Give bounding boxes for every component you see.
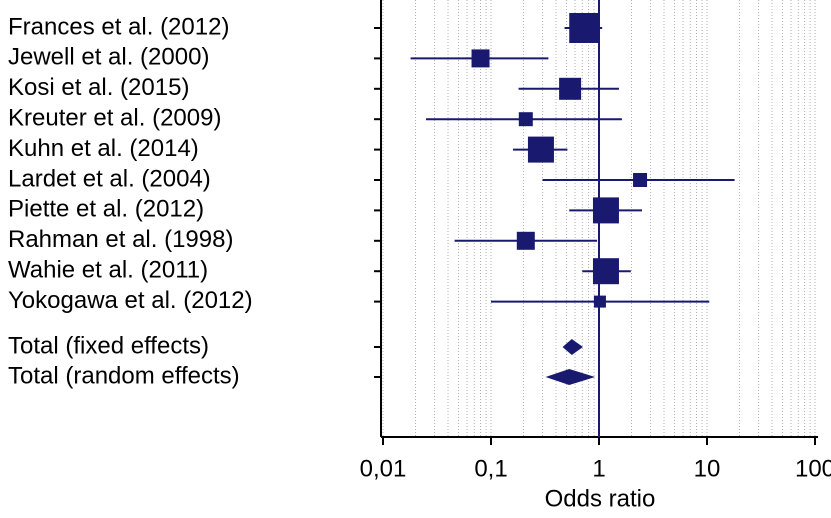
pooled-label: Total (random effects): [8, 362, 240, 389]
study-label: Kuhn et al. (2014): [8, 135, 199, 162]
effect-box: [569, 13, 600, 43]
effect-box: [559, 77, 582, 100]
study-label: Kreuter et al. (2009): [8, 105, 221, 132]
study-label: Lardet et al. (2004): [8, 165, 211, 192]
effect-box: [518, 112, 533, 127]
x-tick-label: 0,1: [474, 455, 507, 482]
x-tick-label: 0,01: [360, 455, 407, 482]
x-tick-label: 100: [795, 455, 831, 482]
study-label: Yokogawa et al. (2012): [8, 287, 253, 314]
effect-box: [527, 136, 554, 163]
effect-box: [593, 295, 606, 308]
pooled-label: Total (fixed effects): [8, 332, 209, 359]
study-label: Jewell et al. (2000): [8, 44, 209, 71]
study-label: Kosi et al. (2015): [8, 74, 189, 101]
effect-box: [516, 231, 535, 250]
effect-box: [592, 197, 619, 224]
study-label: Rahman et al. (1998): [8, 226, 233, 253]
study-label: Frances et al. (2012): [8, 13, 229, 40]
x-tick-label: 1: [592, 455, 605, 482]
study-label: Wahie et al. (2011): [8, 257, 208, 284]
study-label: Piette et al. (2012): [8, 196, 204, 223]
x-axis-label: Odds ratio: [545, 485, 656, 512]
effect-box: [471, 49, 490, 68]
pooled-diamond: [562, 339, 583, 355]
effect-box: [592, 258, 619, 285]
effect-box: [633, 173, 648, 187]
x-tick-label: 10: [694, 455, 721, 482]
pooled-diamond: [545, 369, 596, 385]
